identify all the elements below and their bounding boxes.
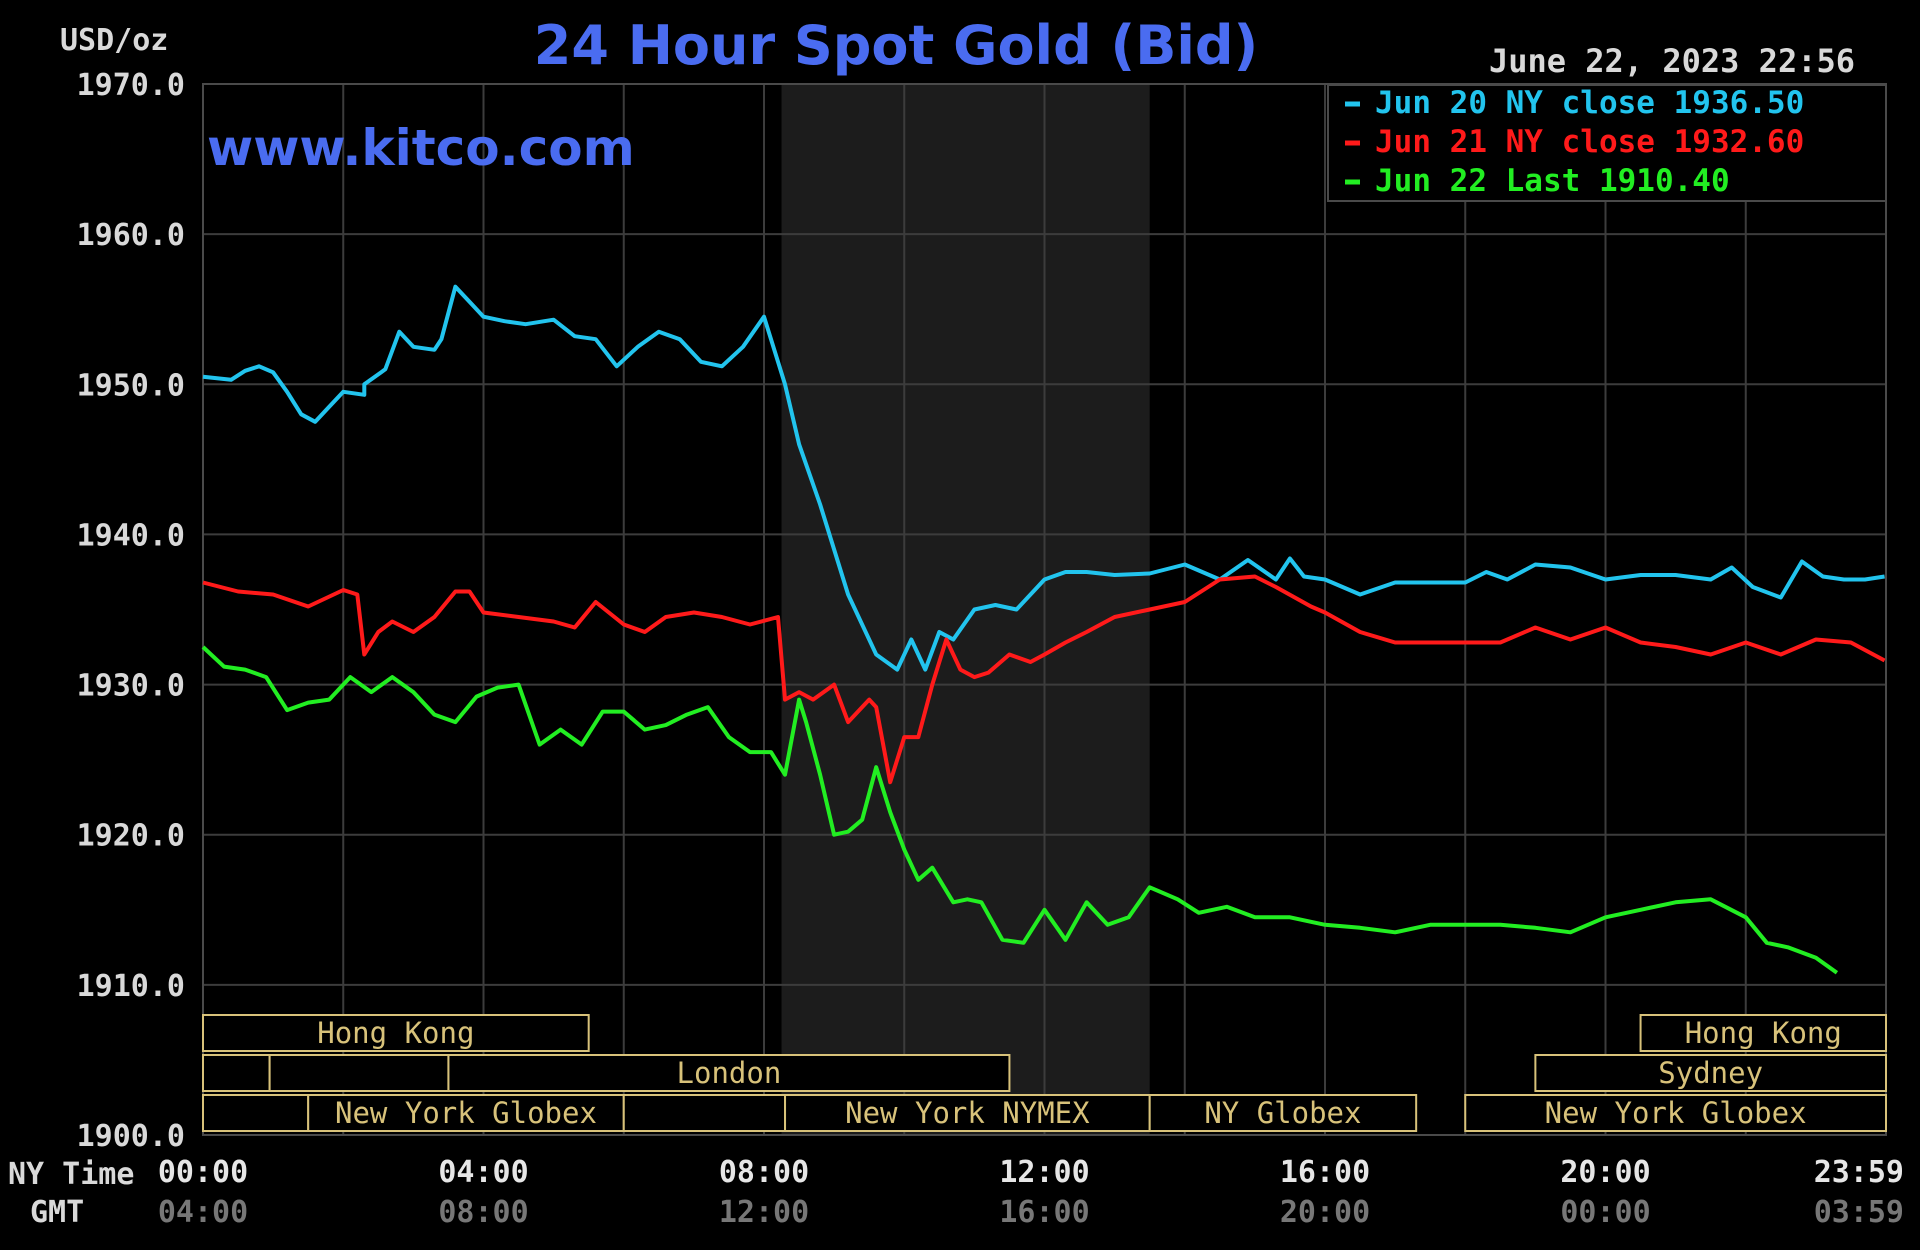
series-line: [202, 574, 1886, 785]
y-axis-label: USD/oz: [60, 23, 168, 58]
session-box: [268, 1054, 450, 1092]
session-box: [202, 1094, 310, 1132]
session-label: London: [677, 1056, 782, 1090]
y-tick-label: 1960.0: [77, 218, 185, 253]
session-label: Sydney: [1658, 1056, 1763, 1090]
x-tick-label-gmt: 04:00: [158, 1195, 248, 1230]
y-tick-label: 1930.0: [77, 669, 185, 704]
session-label: Hong Kong: [317, 1016, 474, 1050]
ny-time-row-label: NY Time: [8, 1157, 134, 1192]
session-box: [202, 1054, 271, 1092]
session-label: New York Globex: [1545, 1096, 1807, 1130]
y-tick-label: 1900.0: [77, 1119, 185, 1154]
plot-frame: [202, 83, 1887, 1136]
session-box: [1464, 1094, 1887, 1132]
session-box: [784, 1094, 1151, 1132]
y-axis: 1970.0 1960.0 1950.0 1940.0 1930.0 1920.0 1910…: [77, 68, 185, 1154]
x-tick-label-gmt: 08:00: [438, 1195, 528, 1230]
price-series: [201, 284, 1886, 975]
x-tick-label-ny: 16:00: [1280, 1155, 1370, 1190]
x-tick-label-gmt: 12:00: [719, 1195, 809, 1230]
session-label: New York Globex: [335, 1096, 597, 1130]
legend-entry: Jun 21 NY close 1932.60: [1375, 124, 1804, 160]
session-box: [307, 1094, 625, 1132]
session-box: [1148, 1094, 1418, 1132]
session-label: Hong Kong: [1685, 1016, 1842, 1050]
y-tick-label: 1970.0: [77, 68, 185, 103]
x-tick-label-gmt: 00:00: [1560, 1195, 1650, 1230]
x-tick-label-gmt: 03:59: [1814, 1195, 1904, 1230]
x-tick-label-ny: 12:00: [999, 1155, 1089, 1190]
chart-title: 24 Hour Spot Gold (Bid): [534, 14, 1258, 77]
y-tick-label: 1940.0: [77, 518, 185, 553]
x-axis: 00:00 04:00 04:00 08:00 08:00 12:00 12:00 16:00…: [158, 1155, 1904, 1230]
legend-entry: Jun 22 Last 1910.40: [1375, 163, 1730, 199]
y-tick-label: 1910.0: [77, 969, 185, 1004]
x-tick-label-gmt: 16:00: [999, 1195, 1089, 1230]
session-box: [1534, 1054, 1887, 1092]
x-tick-label-ny: 08:00: [719, 1155, 809, 1190]
watermark-text: www.kitco.com: [207, 119, 635, 177]
nymex-session-shading: [781, 84, 1150, 1135]
x-tick-label-ny: 04:00: [438, 1155, 528, 1190]
legend-entry: Jun 20 NY close 1936.50: [1375, 85, 1804, 121]
session-box: [1639, 1014, 1887, 1052]
x-tick-label-ny: 00:00: [158, 1155, 248, 1190]
x-tick-label-gmt: 20:00: [1280, 1195, 1370, 1230]
session-label: New York NYMEX: [845, 1096, 1090, 1130]
session-box: [447, 1054, 1011, 1092]
legend-box: [1327, 84, 1887, 202]
gmt-row-label: GMT: [30, 1195, 84, 1230]
session-box: [622, 1094, 787, 1132]
chart-timestamp: June 22, 2023 22:56: [1489, 42, 1855, 80]
x-tick-label-ny: 20:00: [1560, 1155, 1650, 1190]
series-line: [201, 645, 1839, 975]
y-tick-label: 1920.0: [77, 819, 185, 854]
y-tick-label: 1950.0: [77, 368, 185, 403]
session-label: NY Globex: [1204, 1096, 1361, 1130]
market-sessions: Hong Kong Hong Kong London Sydney New York G…: [202, 1014, 1887, 1132]
series-line: [202, 284, 1885, 672]
x-tick-label-ny: 23:59: [1814, 1155, 1904, 1190]
session-box: [202, 1014, 590, 1052]
